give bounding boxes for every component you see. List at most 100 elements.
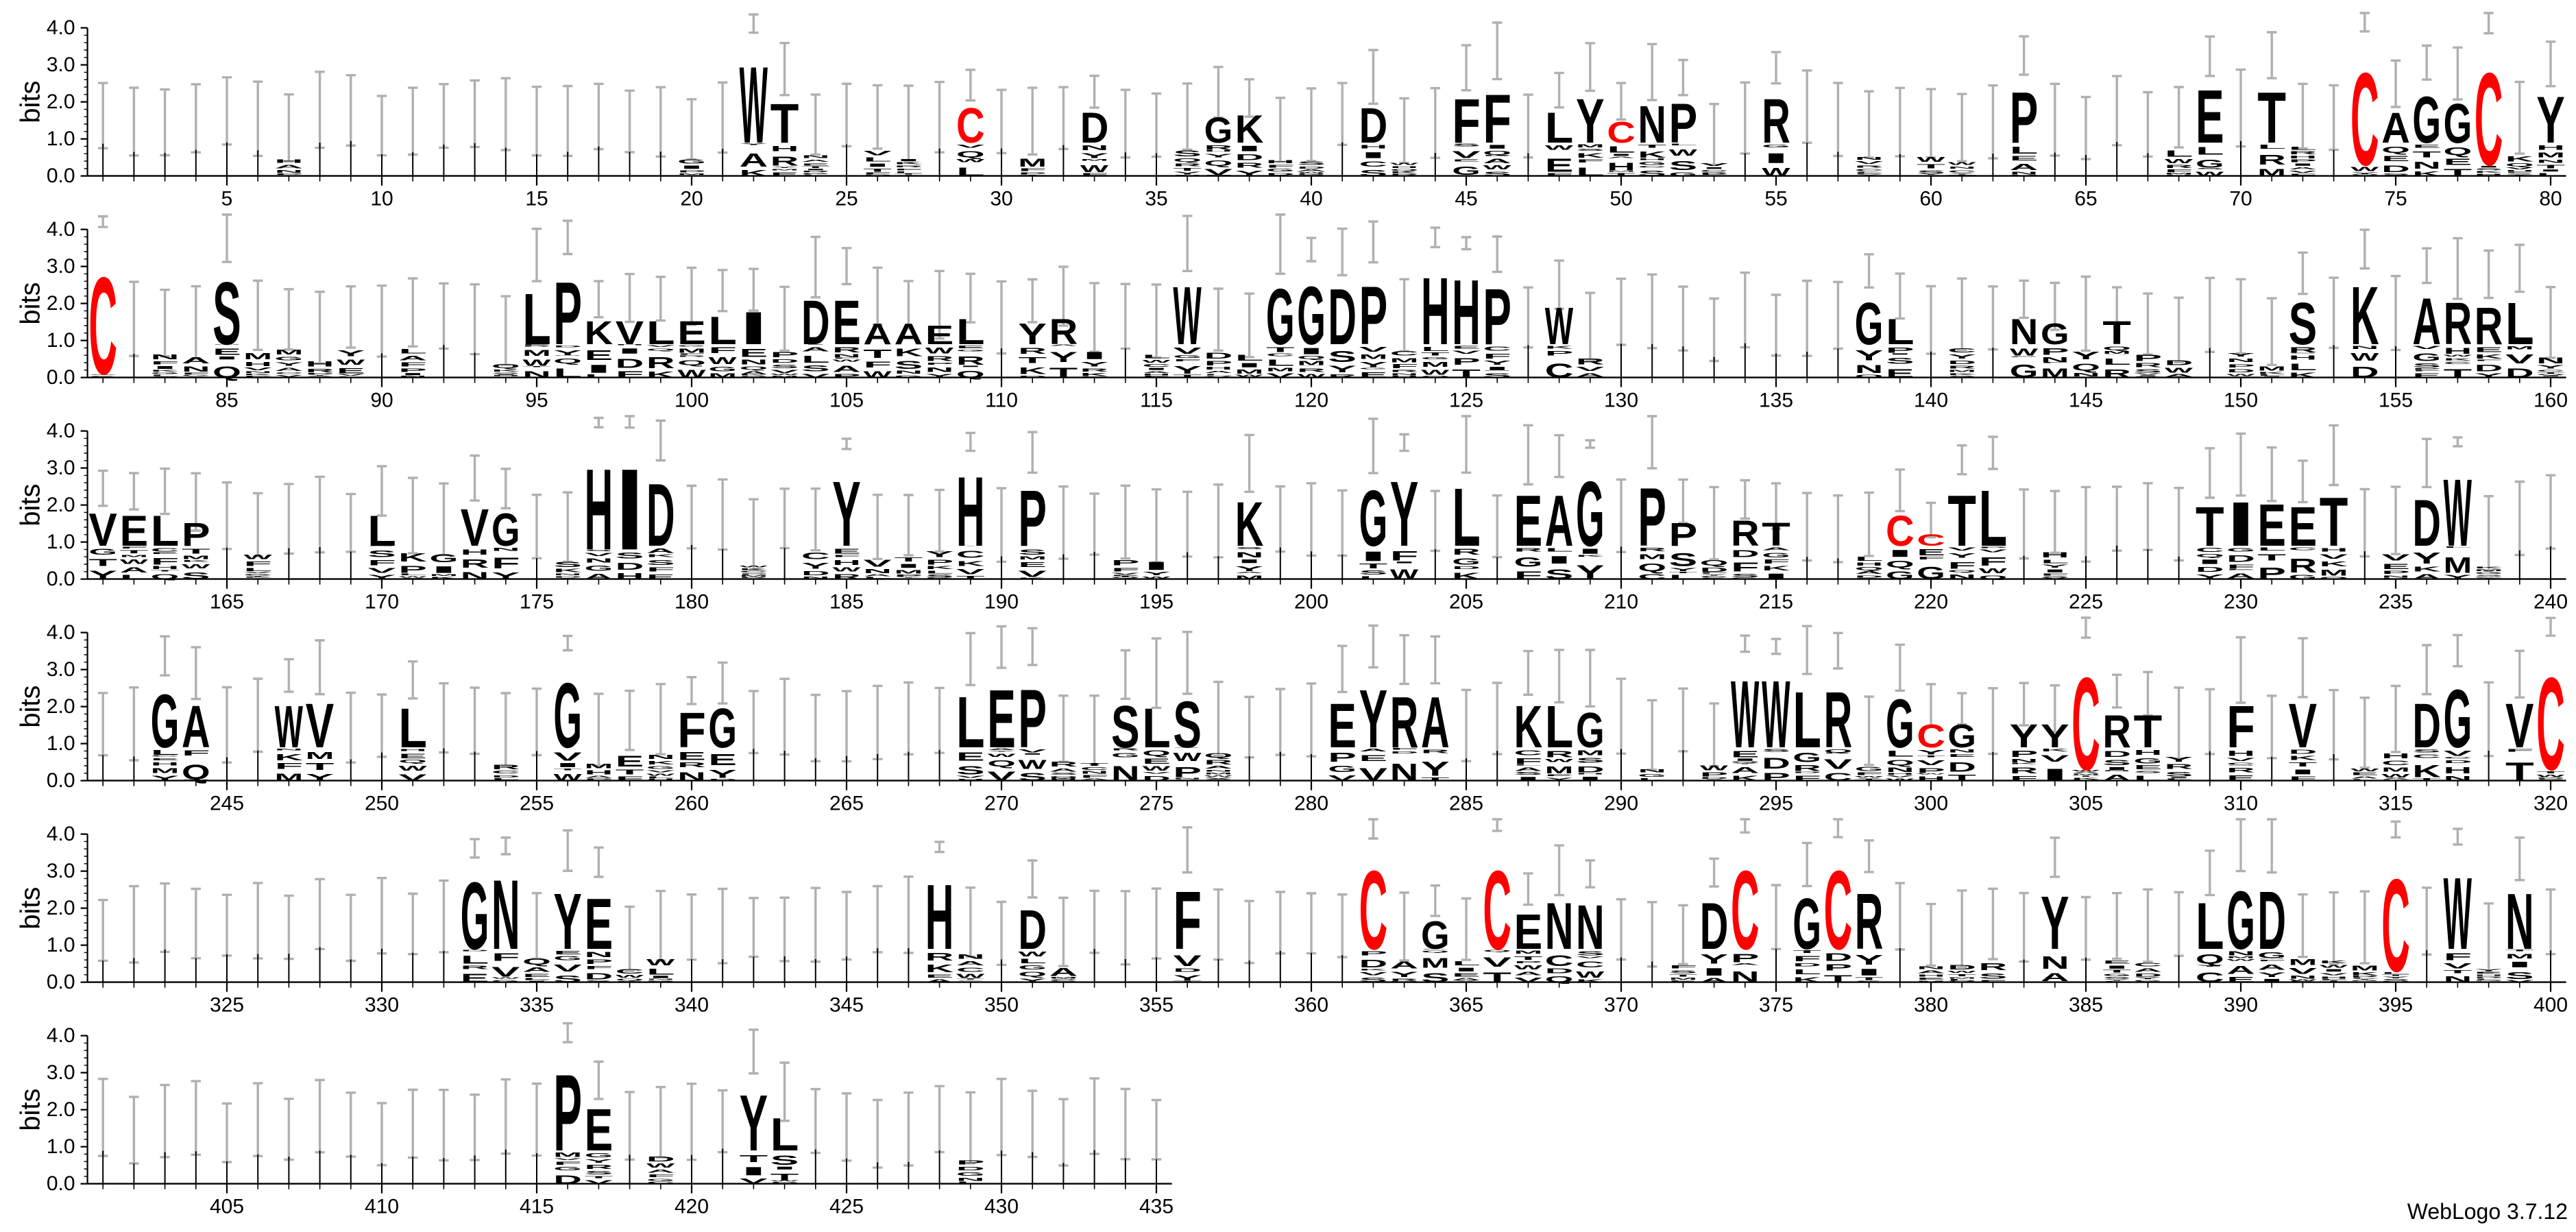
- svg-text:N: N: [1947, 574, 1976, 581]
- svg-text:N: N: [1111, 762, 1140, 785]
- svg-text:M: M: [2475, 569, 2503, 572]
- svg-text:Y: Y: [306, 772, 335, 783]
- svg-text:K: K: [398, 551, 427, 564]
- svg-text:E: E: [677, 315, 706, 352]
- svg-text:G: G: [895, 374, 923, 378]
- svg-text:L: L: [1576, 165, 1605, 179]
- svg-text:L: L: [1452, 961, 1481, 967]
- svg-text:G: G: [1359, 474, 1388, 564]
- svg-text:K: K: [646, 760, 675, 766]
- svg-text:K: K: [2320, 960, 2348, 964]
- svg-text:W: W: [832, 566, 861, 573]
- svg-text:A: A: [895, 317, 923, 351]
- svg-text:T: T: [1173, 167, 1202, 171]
- svg-text:W: W: [1576, 969, 1605, 980]
- svg-text:H: H: [585, 445, 613, 575]
- svg-text:G: G: [646, 1178, 675, 1181]
- svg-text:C: C: [2444, 361, 2472, 365]
- svg-text:435: 435: [1139, 1195, 1174, 1218]
- svg-text:W: W: [2320, 964, 2348, 968]
- svg-text:120: 120: [1294, 389, 1328, 411]
- svg-text:Y: Y: [1235, 169, 1264, 178]
- svg-text:L: L: [1979, 474, 2008, 563]
- svg-text:F: F: [1080, 775, 1109, 779]
- svg-text:D: D: [2257, 875, 2286, 967]
- svg-text:0.0: 0.0: [47, 165, 75, 187]
- svg-text:D: D: [1855, 575, 1884, 579]
- svg-text:W: W: [2381, 773, 2410, 778]
- svg-text:G: G: [646, 766, 675, 770]
- svg-text:Y: Y: [2165, 756, 2194, 763]
- svg-text:F: F: [1855, 772, 1884, 776]
- svg-text:K: K: [2289, 372, 2318, 379]
- svg-text:1.0: 1.0: [47, 329, 75, 352]
- svg-text:R: R: [1204, 759, 1233, 766]
- svg-text:F: F: [151, 361, 180, 365]
- svg-text:50: 50: [1609, 187, 1632, 210]
- svg-text:W: W: [1204, 775, 1233, 777]
- svg-text:R: R: [1979, 961, 2008, 973]
- svg-text:Y: Y: [1173, 974, 1202, 982]
- svg-text:Y: Y: [2475, 578, 2503, 579]
- svg-text:H: H: [275, 158, 304, 164]
- svg-text:T: T: [2320, 980, 2348, 982]
- svg-text:E: E: [2381, 562, 2410, 570]
- svg-text:K: K: [1793, 976, 1821, 983]
- svg-text:425: 425: [829, 1195, 864, 1218]
- svg-text:2.0: 2.0: [47, 292, 75, 315]
- svg-text:C: C: [88, 248, 117, 404]
- svg-text:S: S: [585, 1170, 613, 1176]
- svg-text:W: W: [2350, 768, 2379, 772]
- svg-text:Y: Y: [2041, 718, 2069, 755]
- svg-text:E: E: [987, 673, 1016, 765]
- svg-text:G: G: [1018, 965, 1047, 971]
- svg-text:D: D: [2165, 359, 2194, 367]
- svg-text:bits: bits: [16, 282, 46, 324]
- svg-text:W: W: [863, 370, 892, 380]
- svg-text:75: 75: [2384, 187, 2407, 210]
- svg-text:R: R: [1390, 173, 1419, 176]
- svg-text:V: V: [1018, 569, 1047, 579]
- svg-text:T: T: [1762, 516, 1790, 553]
- svg-text:M: M: [677, 173, 706, 175]
- svg-text:60: 60: [1919, 187, 1942, 210]
- svg-text:M: M: [2381, 766, 2410, 773]
- svg-text:R: R: [677, 355, 706, 357]
- svg-text:V: V: [1328, 774, 1357, 783]
- svg-text:M: M: [2257, 365, 2286, 372]
- svg-text:V: V: [2505, 167, 2534, 170]
- svg-text:F: F: [1266, 165, 1295, 169]
- svg-text:I: I: [2041, 568, 2069, 573]
- svg-text:Q: Q: [1204, 159, 1233, 167]
- svg-text:P: P: [585, 778, 613, 780]
- svg-text:L: L: [646, 315, 675, 352]
- svg-text:L: L: [1235, 354, 1264, 363]
- svg-text:Y: Y: [2536, 364, 2565, 370]
- svg-text:D: D: [1204, 351, 1233, 360]
- svg-text:M: M: [2257, 167, 2286, 178]
- svg-text:V: V: [88, 504, 117, 556]
- svg-text:E: E: [2475, 971, 2503, 974]
- svg-text:Y: Y: [1576, 86, 1605, 156]
- svg-text:Y: Y: [553, 877, 582, 965]
- svg-text:R: R: [770, 154, 799, 169]
- svg-text:R: R: [243, 377, 272, 378]
- svg-text:K: K: [2412, 170, 2441, 178]
- svg-text:F: F: [616, 775, 644, 782]
- svg-text:Q: Q: [1018, 971, 1047, 978]
- svg-text:R: R: [740, 577, 768, 578]
- svg-text:Y: Y: [801, 561, 830, 570]
- svg-text:G: G: [1421, 913, 1450, 957]
- svg-text:65: 65: [2074, 187, 2097, 210]
- svg-text:W: W: [1731, 660, 1759, 768]
- svg-text:G: G: [956, 1172, 985, 1177]
- svg-text:I: I: [553, 578, 582, 579]
- svg-text:S: S: [1111, 694, 1140, 761]
- svg-text:G: G: [275, 356, 304, 361]
- svg-text:A: A: [275, 164, 304, 169]
- svg-text:S: S: [895, 359, 923, 371]
- svg-text:C: C: [2350, 46, 2379, 193]
- svg-text:330: 330: [365, 993, 399, 1016]
- svg-text:G: G: [1576, 462, 1605, 566]
- svg-text:N: N: [1297, 173, 1326, 174]
